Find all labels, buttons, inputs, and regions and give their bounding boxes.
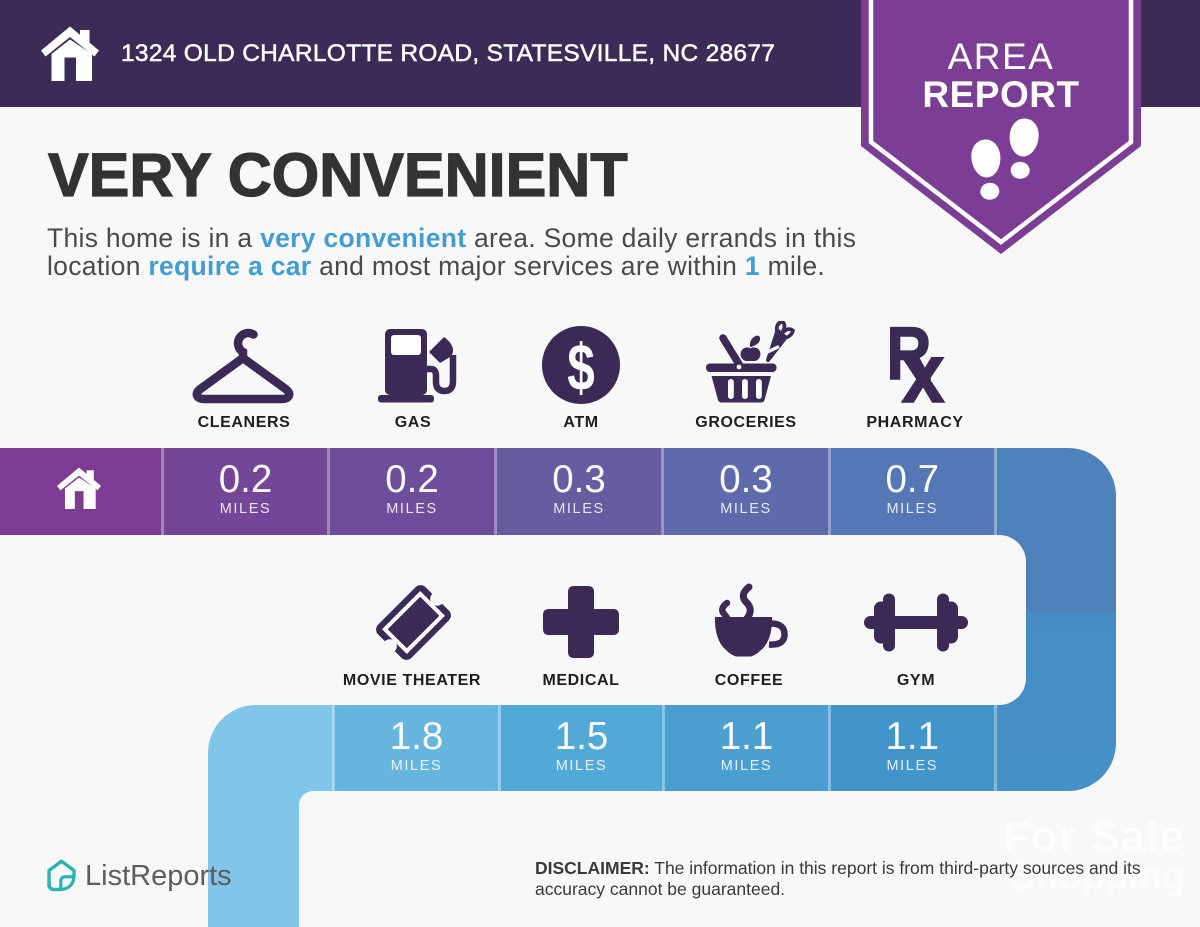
svg-text:$: $	[567, 331, 595, 405]
svg-text:REPORT: REPORT	[922, 74, 1079, 115]
svg-text:x: x	[902, 327, 945, 405]
svg-text:R: R	[886, 315, 931, 395]
svg-text:AREA: AREA	[948, 36, 1055, 77]
